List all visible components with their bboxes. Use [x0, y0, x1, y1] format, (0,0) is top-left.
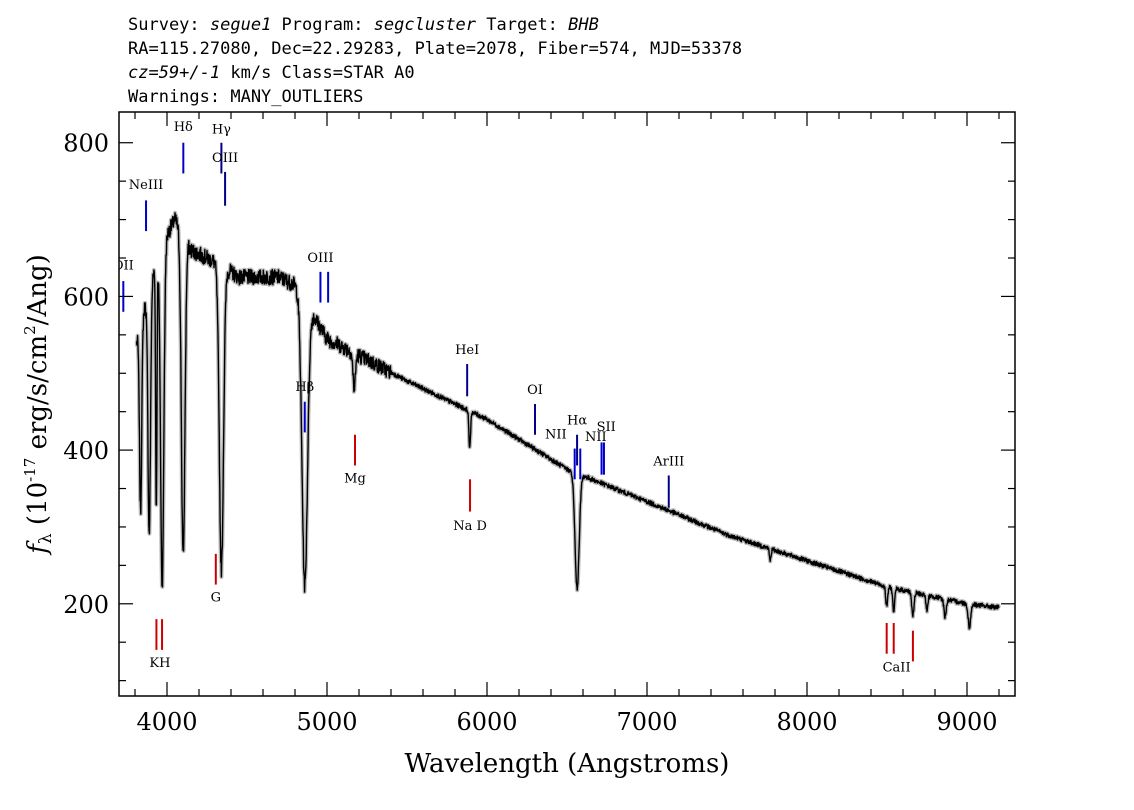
x-tick-label-9000: 9000 [936, 708, 997, 736]
absorption-line-label-4: Na D [453, 519, 487, 534]
absorption-line-label-5: CaII [883, 660, 911, 675]
emission-line-label-2: Hδ [174, 120, 193, 135]
absorption-line-label-1: H [159, 656, 170, 671]
x-tick-label-5000: 5000 [296, 708, 357, 736]
header-line-3: cz=59+/-1 km/s Class=STAR A0 [128, 63, 415, 83]
y-tick-label-600: 600 [63, 283, 109, 311]
emission-line-label-15: ArIII [652, 454, 684, 469]
header-line-2: RA=115.27080, Dec=22.29283, Plate=2078, … [128, 39, 742, 59]
emission-line-label-5: Hβ [295, 380, 314, 395]
emission-line-label-8: HeI [455, 343, 479, 358]
emission-line-label-4: OIII [212, 151, 238, 166]
absorption-line-label-2: G [211, 590, 221, 605]
spectrum-flux-line [135, 212, 1000, 630]
x-tick-label-6000: 6000 [456, 708, 517, 736]
y-tick-label-200: 200 [63, 591, 109, 619]
header-line-1: Survey: segue1 Program: segcluster Targe… [128, 15, 599, 35]
emission-line-label-7: OIII [315, 0, 341, 4]
emission-line-label-9: OI [527, 383, 543, 398]
emission-line-label-6: OIII [307, 251, 333, 266]
header-line-4: Warnings: MANY_OUTLIERS [128, 87, 363, 107]
emission-line-label-14: SII [597, 420, 616, 435]
axis-ticks: 4000 5000 6000 7000 8000 9000 200 400 600 800 [63, 112, 1015, 736]
emission-line-label-12: NII [569, 0, 591, 4]
absorption-line-label-0: K [149, 656, 159, 671]
y-axis-title: fλ (10-17 erg/s/cm2/Ang) [21, 254, 56, 556]
x-tick-label-8000: 8000 [776, 708, 837, 736]
emission-line-label-0: OII [113, 259, 134, 274]
x-axis-title: Wavelength (Angstroms) [405, 749, 730, 779]
plot-frame [118, 111, 1016, 697]
y-tick-label-800: 800 [63, 130, 109, 158]
emission-line-label-3: Hγ [212, 123, 231, 138]
plot-content: OIINeIIIHδHγOIIIHβOIIIOIIIHeIOINIIHαNIIN… [113, 0, 1001, 675]
y-tick-label-400: 400 [63, 437, 109, 465]
emission-line-label-1: NeIII [129, 178, 163, 193]
x-tick-label-7000: 7000 [616, 708, 677, 736]
emission-line-label-10: NII [545, 428, 567, 443]
x-tick-label-4000: 4000 [136, 708, 197, 736]
absorption-line-label-3: Mg [344, 471, 366, 486]
header-block: Survey: segue1 Program: segcluster Targe… [128, 15, 742, 107]
emission-line-label-13: NII [585, 430, 607, 445]
emission-line-label-11: Hα [567, 414, 587, 429]
